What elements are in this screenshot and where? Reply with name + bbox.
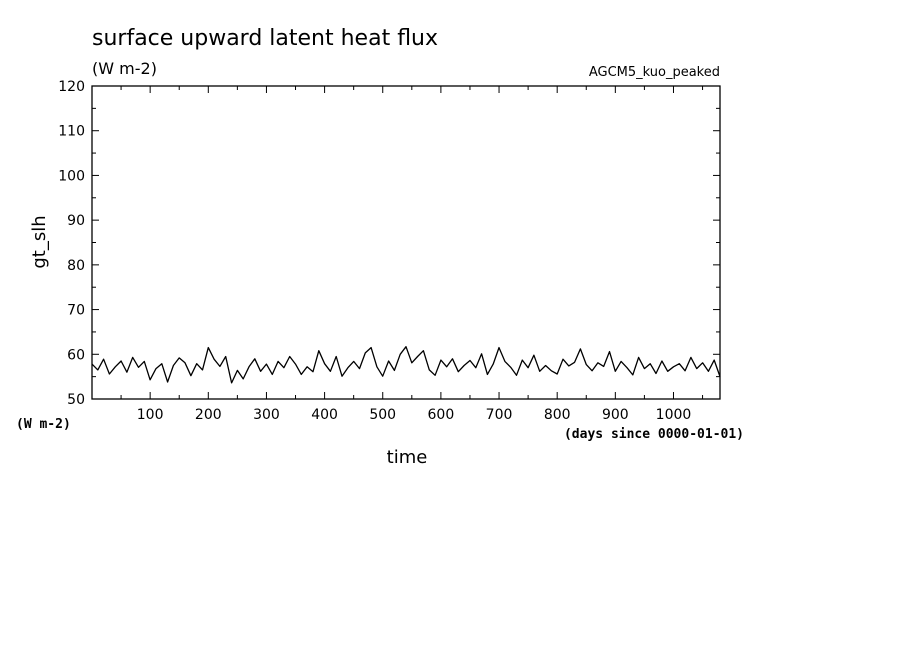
y-tick-label: 110 [58, 124, 85, 140]
y-tick-label: 50 [67, 392, 85, 408]
y-tick-label: 90 [67, 213, 85, 229]
x-tick-label: 900 [602, 407, 629, 423]
run-label: AGCM5_kuo_peaked [589, 65, 720, 80]
x-tick-labels: 100 200 300 400 500 600 700 800 900 1000 [137, 407, 692, 423]
x-axis-label: time [387, 447, 428, 468]
x-tick-label: 100 [137, 407, 164, 423]
x-tick-label: 300 [253, 407, 280, 423]
x-tick-label: 1000 [656, 407, 692, 423]
y-axis-label: gt_slh [29, 215, 50, 268]
y-unit-label: (W m-2) [16, 417, 71, 432]
series-line [91, 346, 721, 384]
chart-title: surface upward latent heat flux [92, 26, 438, 51]
x-tick-label: 700 [486, 407, 513, 423]
x-tick-label: 500 [369, 407, 396, 423]
y-tick-label: 100 [58, 168, 85, 184]
y-tick-label: 70 [67, 303, 85, 319]
x-tick-label: 400 [311, 407, 338, 423]
y-tick-labels: 50 60 70 80 90 100 110 120 [58, 79, 85, 408]
x-tick-label: 600 [428, 407, 455, 423]
y-tick-label: 60 [67, 347, 85, 363]
x-unit-label: (days since 0000-01-01) [564, 427, 744, 442]
x-tick-label: 200 [195, 407, 222, 423]
x-tick-label: 800 [544, 407, 571, 423]
y-tick-label: 80 [67, 258, 85, 274]
plot-frame [91, 85, 721, 400]
y-tick-label: 120 [58, 79, 85, 95]
chart-subtitle: (W m-2) [92, 59, 157, 78]
axis-ticks [92, 86, 720, 399]
